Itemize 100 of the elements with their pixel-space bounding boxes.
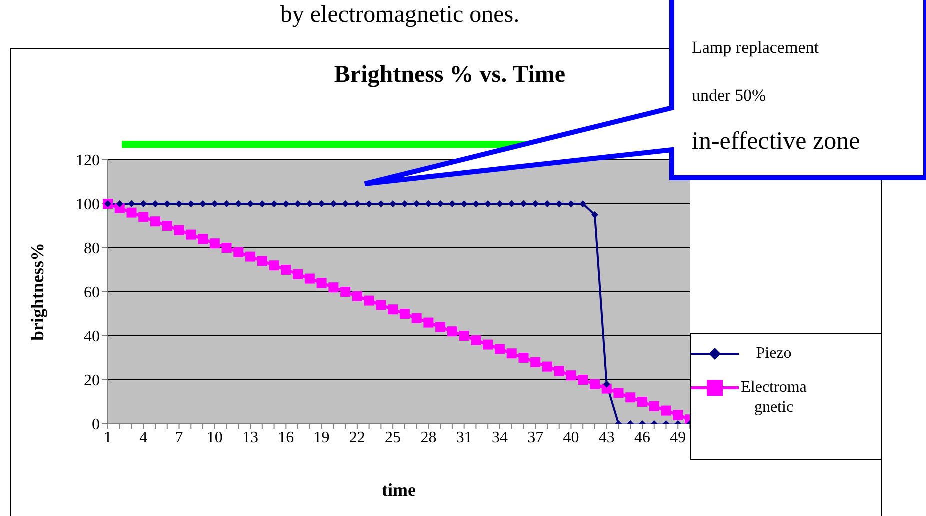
point [235,200,242,208]
text: by electromagnetic ones. [279,2,521,28]
point [293,269,304,280]
point [472,200,480,208]
point [518,353,529,363]
point [304,274,315,284]
point [186,230,196,240]
point [116,200,124,208]
point [566,370,576,381]
point [483,340,494,350]
x-tick-label: 31 [456,429,472,446]
point [269,260,280,271]
point [174,225,184,236]
y-tick-label: 60 [84,284,100,302]
x-tick-label: 34 [492,429,508,446]
point [316,278,327,288]
point [234,247,244,258]
point [126,208,137,218]
y-axis-title: brightness% [28,242,48,342]
legend-label: Electromagnetic [740,378,808,418]
x-tick-label: 10 [206,429,223,446]
point [459,331,470,341]
point [282,200,290,208]
point [568,200,575,208]
point [318,200,326,208]
point [162,221,172,231]
point [138,212,149,222]
point [140,200,148,208]
legend-label: Piezo [755,344,793,364]
point [542,362,552,372]
point [257,256,268,266]
y-tick-label: 40 [84,328,100,346]
point [376,300,386,310]
point [352,291,362,302]
point [673,410,684,420]
point [554,366,564,376]
x-tick-label: 4 [140,429,148,446]
point [578,375,588,385]
x-axis-title: time [381,480,417,501]
x-tick-label: 22 [349,429,366,446]
point [460,200,468,208]
point [364,296,374,306]
point [508,200,516,208]
point [530,357,541,368]
point [198,234,208,244]
x-tick-label: 46 [634,429,650,446]
x-tick-label: 16 [278,429,294,446]
point [388,304,398,315]
text: under 50% [692,86,766,106]
point [281,265,292,275]
point [128,200,136,208]
point [425,200,432,208]
point [246,252,256,262]
y-tick-label: 120 [76,152,100,170]
point [412,313,422,324]
point [590,379,600,390]
point [340,287,351,297]
point [378,200,385,208]
point [626,392,636,403]
point [366,200,373,208]
y-tick-label: 100 [76,196,100,214]
point [164,200,171,208]
text: in-effective zone [692,128,860,156]
x-tick-label: 40 [563,429,580,446]
point [494,344,505,354]
chart-title: Brightness % vs. Time [334,62,566,88]
x-tick-label: 1 [104,429,112,446]
x-tick-label: 37 [528,429,544,446]
point [223,200,230,208]
point [649,401,660,412]
y-tick-label: 80 [84,240,100,258]
point [150,216,161,227]
point [471,335,482,346]
point [400,309,410,319]
x-tick-label: 25 [385,429,402,446]
point [222,243,232,253]
point [328,282,339,293]
point [188,200,195,208]
point [330,200,338,208]
point [614,388,624,398]
text: Lamp replacement [692,38,819,58]
y-tick-label: 20 [84,372,100,390]
point [591,212,598,218]
x-tick-label: 43 [598,429,615,446]
x-tick-label: 13 [242,429,259,446]
point [270,200,278,208]
point [176,200,183,208]
point [556,200,563,208]
x-tick-label: 19 [314,429,330,446]
point [520,200,528,208]
point [424,318,434,328]
x-tick-label: 7 [175,429,184,446]
x-tick-label: 49 [670,429,686,446]
x-tick-label: 28 [420,429,437,446]
point [661,406,672,416]
point [447,326,458,337]
point [580,200,587,208]
point [413,200,420,208]
point [603,380,610,388]
point [637,397,648,407]
